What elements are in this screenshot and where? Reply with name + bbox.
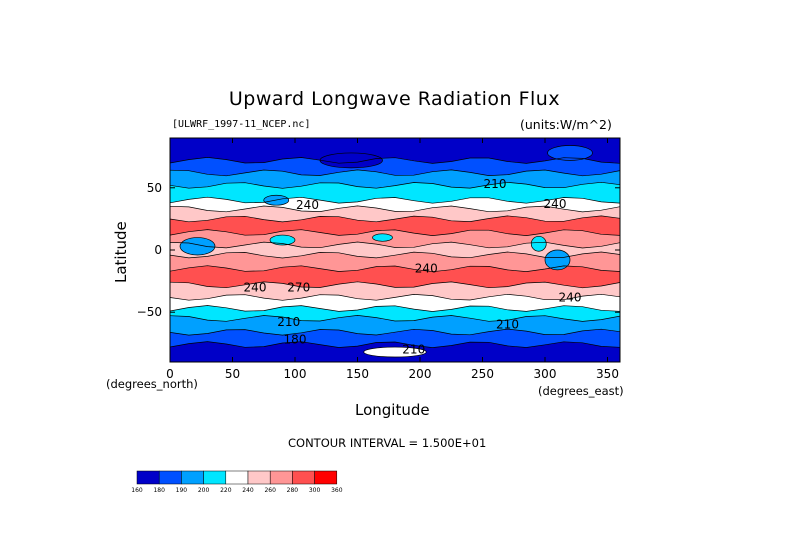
x-axis-label: Longitude (355, 401, 430, 419)
colorbar-swatch (225, 470, 249, 485)
colorbar-label: 240 (242, 487, 254, 494)
colorbar-label: 260 (264, 487, 276, 494)
contour-label: 210 (402, 343, 425, 357)
x-tick-label: 200 (409, 367, 432, 381)
band--47 (170, 305, 620, 322)
contour-line (170, 293, 620, 301)
plot-area (170, 138, 620, 362)
colorbar-label: 300 (309, 487, 321, 494)
colorbar-swatch (181, 470, 204, 485)
colorbar-swatch (292, 470, 315, 485)
contour-line (170, 157, 620, 164)
contour-label: 180 (284, 333, 307, 347)
contour-line (170, 181, 620, 189)
colorbar-swatch (203, 470, 227, 485)
band--38 (170, 294, 620, 312)
contour-line (170, 305, 620, 312)
anomaly-region (530, 235, 547, 252)
contour-line (170, 328, 620, 336)
contour-line (170, 229, 620, 236)
band--28 (170, 281, 620, 301)
band-90 (170, 138, 620, 164)
units-label: (units:W/m^2) (520, 117, 612, 132)
contour-line (170, 251, 620, 259)
contour-line (170, 215, 620, 223)
y-tick-label: −50 (137, 305, 162, 319)
anomaly-region (319, 152, 383, 169)
contour-line (170, 281, 620, 289)
dataset-filename: [ULWRF_1997-11_NCEP.nc] (172, 119, 311, 130)
contour-label: 240 (415, 262, 438, 276)
contour-interval: CONTOUR INTERVAL = 1.500E+01 (288, 436, 487, 450)
colorbar-label: 190 (176, 487, 188, 494)
contour-line (170, 169, 620, 177)
x-tick-label: 250 (471, 367, 494, 381)
colorbar-swatch (247, 470, 271, 485)
colorbar-label: 220 (220, 487, 232, 494)
colorbar-label: 280 (287, 487, 299, 494)
contour-lines (170, 157, 620, 348)
colorbar-swatch (314, 470, 338, 485)
anomaly-region (547, 145, 593, 161)
contour-labels: 210 240 240 240 240 270 240 210 210 180 210 (244, 177, 582, 357)
x-tick-label: 100 (284, 367, 307, 381)
contour-line (170, 265, 620, 273)
colorbar-swatch (158, 470, 182, 485)
contour-label: 240 (296, 198, 319, 212)
colorbar-label: 160 (131, 487, 143, 494)
anomaly-region (544, 249, 571, 271)
contour-line (170, 315, 620, 322)
colorbar-label: 200 (198, 487, 210, 494)
band--15 (170, 265, 620, 288)
anomaly-region (179, 237, 216, 256)
x-tick-label: 300 (534, 367, 557, 381)
band-62 (170, 169, 620, 189)
band-33 (170, 205, 620, 222)
contour-line (170, 205, 620, 213)
chart-title: Upward Longwave Radiation Flux (228, 88, 561, 110)
contour-label: 270 (287, 280, 310, 294)
anomaly-region (269, 234, 296, 246)
x-axis-unit: (degrees_north) (106, 377, 198, 391)
contour-label: 210 (496, 318, 519, 332)
x-tick-label: 50 (225, 367, 240, 381)
contour-label: 240 (559, 290, 582, 304)
colorbar-swatch (136, 470, 160, 485)
x-tick-label: 0 (166, 367, 174, 381)
band-25 (170, 215, 620, 236)
contour-label: 210 (277, 315, 300, 329)
colorbar-label: 360 (331, 487, 343, 494)
band-4 (170, 242, 620, 258)
contour-label: 240 (544, 197, 567, 211)
band--4 (170, 252, 620, 272)
y-tick-label: 0 (154, 243, 162, 257)
colorbar: 160 180 190 200 220 240 260 280 300 360 (131, 470, 343, 494)
y-axis-label: Latitude (112, 221, 130, 283)
y-axis-unit: (degrees_east) (538, 384, 624, 398)
anomaly-region (363, 346, 427, 358)
contour-label: 210 (484, 177, 507, 191)
x-tick-label: 150 (346, 367, 369, 381)
axis-ticks: 0 50 100 150 200 250 300 350 50 0 −50 (137, 138, 620, 381)
colorbar-swatch (269, 470, 293, 485)
colorbar-label: 180 (153, 487, 165, 494)
contour-label: 240 (244, 280, 267, 294)
y-tick-label: 50 (147, 181, 162, 195)
contour-line (170, 241, 620, 249)
contour-line (170, 341, 620, 348)
x-tick-label: 350 (596, 367, 619, 381)
contour-line (170, 196, 620, 204)
anomaly-region (372, 233, 393, 242)
